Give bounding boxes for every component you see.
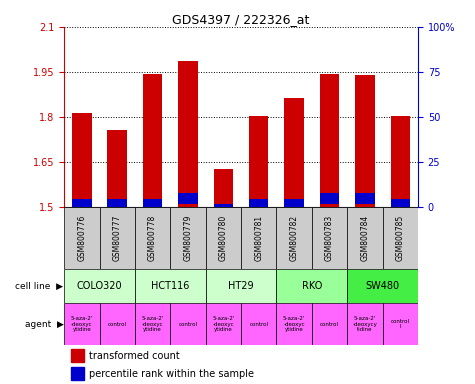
FancyBboxPatch shape	[241, 207, 276, 269]
Bar	[72, 199, 92, 207]
Text: 5-aza-2'
-deoxyc
ytidine: 5-aza-2' -deoxyc ytidine	[283, 316, 305, 332]
Text: GSM800781: GSM800781	[254, 215, 263, 262]
Bar	[285, 98, 304, 207]
Text: GSM800785: GSM800785	[396, 215, 405, 262]
FancyBboxPatch shape	[135, 303, 170, 346]
Text: control: control	[249, 322, 268, 327]
Text: GSM800780: GSM800780	[219, 215, 228, 262]
Text: control
l: control l	[391, 319, 410, 329]
Text: GSM800777: GSM800777	[113, 215, 122, 262]
Text: 5-aza-2'
-deoxycy
tidine: 5-aza-2' -deoxycy tidine	[352, 316, 377, 332]
Text: 5-aza-2'
-deoxyc
ytidine: 5-aza-2' -deoxyc ytidine	[71, 316, 93, 332]
Text: HCT116: HCT116	[151, 281, 190, 291]
FancyBboxPatch shape	[276, 303, 312, 346]
FancyBboxPatch shape	[312, 207, 347, 269]
FancyBboxPatch shape	[312, 303, 347, 346]
FancyBboxPatch shape	[276, 207, 312, 269]
Bar	[72, 114, 92, 207]
Bar	[355, 193, 375, 204]
Text: GSM800784: GSM800784	[361, 215, 370, 262]
FancyBboxPatch shape	[347, 207, 383, 269]
Bar	[178, 61, 198, 207]
Bar	[249, 199, 268, 207]
FancyBboxPatch shape	[170, 303, 206, 346]
FancyBboxPatch shape	[241, 303, 276, 346]
Bar	[143, 199, 162, 207]
Text: control: control	[320, 322, 339, 327]
Bar	[214, 204, 233, 207]
Bar	[355, 75, 375, 207]
Text: 5-aza-2'
-deoxyc
ytidine: 5-aza-2' -deoxyc ytidine	[142, 316, 164, 332]
Text: COLO320: COLO320	[76, 281, 123, 291]
Bar	[107, 130, 127, 207]
FancyBboxPatch shape	[206, 269, 276, 303]
Text: GSM800779: GSM800779	[183, 215, 192, 262]
Text: percentile rank within the sample: percentile rank within the sample	[89, 369, 254, 379]
FancyBboxPatch shape	[170, 207, 206, 269]
FancyBboxPatch shape	[64, 269, 135, 303]
FancyBboxPatch shape	[347, 303, 383, 346]
Text: HT29: HT29	[228, 281, 254, 291]
Text: RKO: RKO	[302, 281, 322, 291]
Bar	[178, 193, 198, 204]
Text: cell line  ▶: cell line ▶	[15, 282, 64, 291]
Text: SW480: SW480	[366, 281, 399, 291]
FancyBboxPatch shape	[206, 303, 241, 346]
Title: GDS4397 / 222326_at: GDS4397 / 222326_at	[172, 13, 310, 26]
Bar	[214, 169, 233, 207]
FancyBboxPatch shape	[383, 303, 418, 346]
FancyBboxPatch shape	[64, 303, 99, 346]
FancyBboxPatch shape	[99, 303, 135, 346]
Text: GSM800783: GSM800783	[325, 215, 334, 262]
FancyBboxPatch shape	[206, 207, 241, 269]
Bar	[285, 199, 304, 207]
Bar	[71, 349, 84, 362]
Bar	[143, 74, 162, 207]
Bar	[390, 116, 410, 207]
FancyBboxPatch shape	[99, 207, 135, 269]
Text: control: control	[108, 322, 127, 327]
Text: agent  ▶: agent ▶	[25, 320, 64, 329]
Bar	[71, 367, 84, 380]
Bar	[320, 193, 339, 204]
Bar	[107, 199, 127, 207]
FancyBboxPatch shape	[383, 207, 418, 269]
Bar	[320, 74, 339, 207]
Bar	[249, 116, 268, 207]
Text: GSM800782: GSM800782	[290, 215, 299, 262]
FancyBboxPatch shape	[135, 269, 206, 303]
FancyBboxPatch shape	[135, 207, 170, 269]
Bar	[390, 199, 410, 207]
Text: transformed count: transformed count	[89, 351, 180, 361]
FancyBboxPatch shape	[276, 269, 347, 303]
FancyBboxPatch shape	[347, 269, 418, 303]
Text: GSM800776: GSM800776	[77, 215, 86, 262]
FancyBboxPatch shape	[64, 207, 99, 269]
Text: GSM800778: GSM800778	[148, 215, 157, 262]
Text: 5-aza-2'
-deoxyc
ytidine: 5-aza-2' -deoxyc ytidine	[212, 316, 235, 332]
Text: control: control	[179, 322, 198, 327]
